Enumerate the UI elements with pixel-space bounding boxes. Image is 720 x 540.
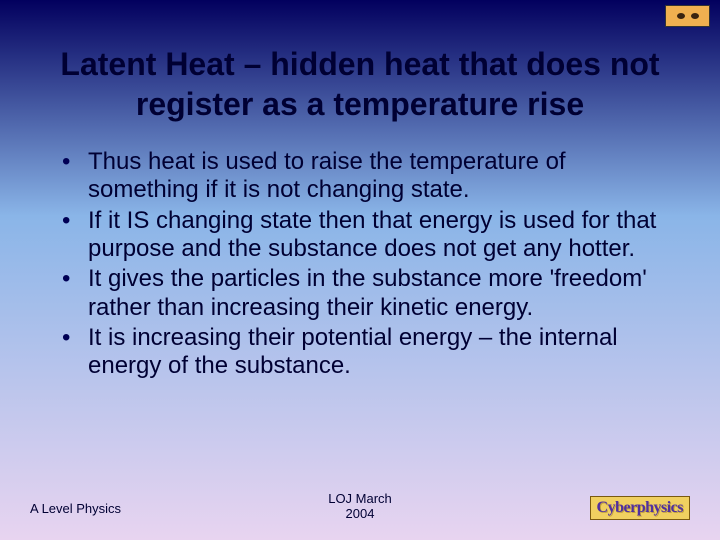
footer-center-text: LOJ March 2004 [328, 491, 392, 522]
eye-icon [677, 13, 685, 19]
bullet-text: If it IS changing state then that energy… [88, 207, 660, 264]
bullet-item: • Thus heat is used to raise the tempera… [60, 148, 660, 205]
slide-body: • Thus heat is used to raise the tempera… [0, 124, 720, 381]
slide-title: Latent Heat – hidden heat that does not … [0, 0, 720, 124]
footer-date-line1: LOJ March [328, 491, 392, 506]
bullet-mark-icon: • [60, 265, 88, 294]
corner-decoration [665, 5, 710, 27]
bullet-text: Thus heat is used to raise the temperatu… [88, 148, 660, 205]
bullet-text: It is increasing their potential energy … [88, 324, 660, 381]
bullet-item: • It is increasing their potential energ… [60, 324, 660, 381]
footer-date-line2: 2004 [346, 506, 375, 521]
bullet-mark-icon: • [60, 324, 88, 353]
bullet-item: • It gives the particles in the substanc… [60, 265, 660, 322]
slide-footer: A Level Physics LOJ March 2004 Cyberphys… [0, 496, 720, 520]
bullet-mark-icon: • [60, 207, 88, 236]
bullet-text: It gives the particles in the substance … [88, 265, 660, 322]
cyberphysics-logo: Cyberphysics [590, 496, 690, 520]
bullet-mark-icon: • [60, 148, 88, 177]
eye-icon [691, 13, 699, 19]
slide: Latent Heat – hidden heat that does not … [0, 0, 720, 540]
bullet-item: • If it IS changing state then that ener… [60, 207, 660, 264]
footer-left-text: A Level Physics [30, 501, 121, 516]
